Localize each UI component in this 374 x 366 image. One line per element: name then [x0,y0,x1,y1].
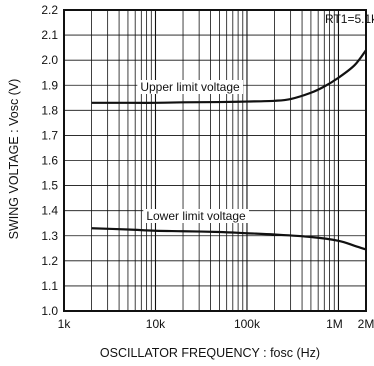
upper-limit-voltage-line [91,49,367,104]
upper-limit-label: Upper limit voltage [140,80,240,94]
y-tick-label: 1.5 [41,179,58,193]
y-tick-label: 2.2 [41,3,58,17]
y-tick-label: 1.0 [41,304,58,318]
y-axis-title: SWING VOLTAGE : Vosc (V) [7,79,21,240]
y-tick-label: 1.2 [41,254,58,268]
y-tick-label: 1.8 [41,103,58,117]
x-tick-labels: 1k 10k 100k 1M 2M [58,317,374,331]
y-tick-labels: 1.0 1.1 1.2 1.3 1.4 1.5 1.6 1.7 1.8 1.9 2.0 2.1 2.2 [41,3,58,318]
rt1-annotation: RT1=5.1kΩ [325,12,374,26]
y-tick-label: 1.3 [41,229,58,243]
x-tick-label: 1M [326,317,343,331]
x-tick-label: 1k [58,317,72,331]
y-tick-label: 2.0 [41,53,58,67]
y-tick-label: 1.7 [41,128,58,142]
y-tick-label: 1.9 [41,78,58,92]
lower-limit-label: Lower limit voltage [146,209,246,223]
upper-limit-label-background [137,80,244,94]
series-labels: Upper limit voltage Lower limit voltage [137,80,250,223]
y-tick-label: 1.1 [41,279,58,293]
x-tick-label: 2M [358,317,374,331]
series-lines [91,49,367,251]
lower-limit-label-background [143,209,250,223]
y-tick-label: 1.6 [41,154,58,168]
x-tick-label: 100k [234,317,261,331]
plot-frame [63,9,367,312]
y-tick-label: 1.4 [41,204,58,218]
x-tick-label: 10k [146,317,166,331]
y-tick-label: 2.1 [41,28,58,42]
grid-lines [64,10,366,311]
lower-limit-voltage-line [91,227,367,251]
x-axis-title: OSCILLATOR FREQUENCY : fosc (Hz) [100,346,320,360]
